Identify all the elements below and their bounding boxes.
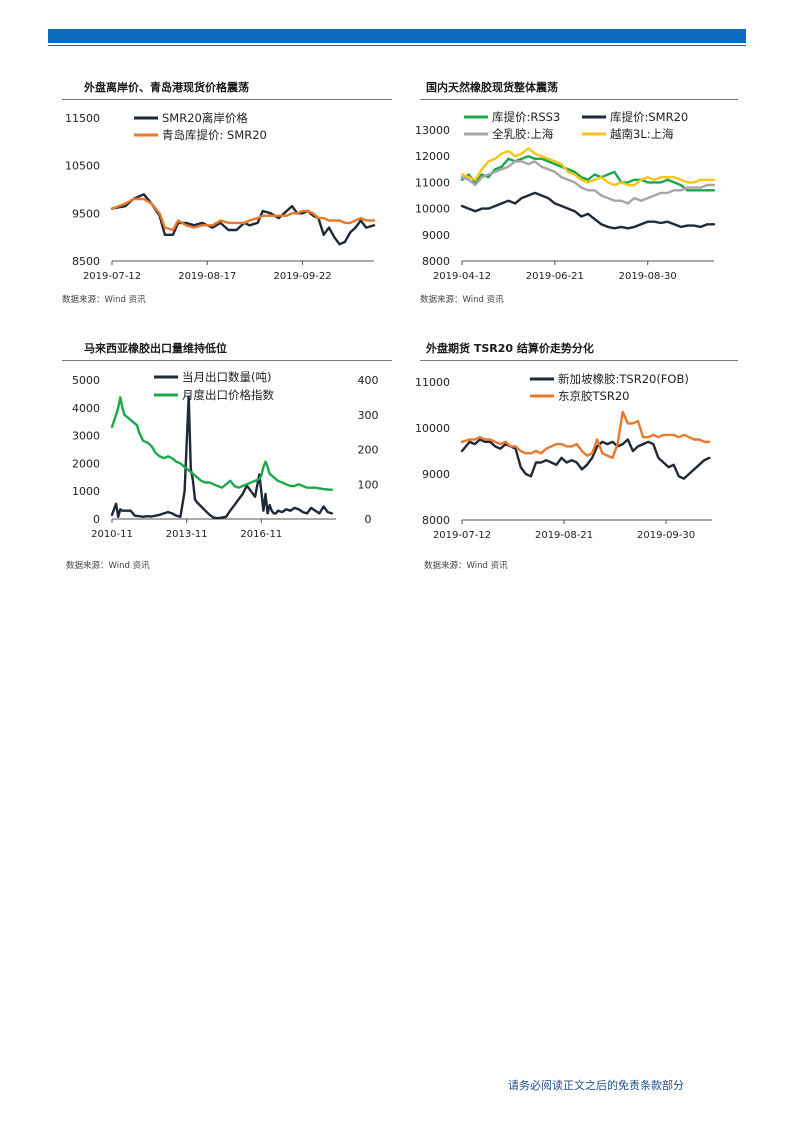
- y2-tick-label: 400: [358, 374, 379, 387]
- y-tick-label: 8000: [422, 514, 450, 527]
- y-tick-label: 10500: [65, 160, 100, 173]
- series-line-1: [460, 191, 716, 230]
- title-rule: [420, 99, 738, 100]
- data-source: 数据来源：Wind 资讯: [420, 295, 504, 305]
- legend-label: 月度出口价格指数: [182, 388, 274, 402]
- y-tick-label: 9500: [72, 207, 100, 220]
- panel-title: 外盘离岸价、青岛港现货价格震荡: [84, 81, 249, 94]
- legend-label: 青岛库提价: SMR20: [162, 128, 267, 142]
- y-tick-label: 8000: [422, 255, 450, 268]
- chart-malaysia-export: 0 1000 2000 3000 4000 5000 0 100 200 300 400 2010-1…: [72, 370, 379, 540]
- x-tick-label: 2019-06-21: [526, 271, 584, 282]
- legend-label: SMR20离岸价格: [162, 111, 248, 125]
- x-tick-label: 2019-08-21: [535, 530, 593, 541]
- chart-tsr20-futures: 8000 9000 10000 11000 2019-07-12 2019-08-21 20…: [415, 372, 712, 541]
- panel-title: 外盘期货 TSR20 结算价走势分化: [426, 342, 594, 355]
- y2-tick-label: 0: [365, 513, 372, 526]
- legend-label: 新加坡橡胶:TSR20(FOB): [558, 372, 689, 386]
- data-source: 数据来源：Wind 资讯: [424, 561, 508, 571]
- series-line-0: [110, 395, 334, 520]
- header-rule: [48, 45, 746, 46]
- legend-label: 全乳胶:上海: [492, 127, 554, 141]
- y-tick-label: 0: [93, 513, 100, 526]
- y-tick-label: 4000: [72, 402, 100, 415]
- title-rule: [62, 99, 392, 100]
- y2-tick-label: 300: [358, 409, 379, 422]
- x-tick-label: 2016-11: [240, 529, 282, 540]
- title-rule: [62, 360, 392, 361]
- legend-label: 越南3L:上海: [610, 127, 674, 141]
- series-line-2: [460, 160, 716, 205]
- y-tick-label: 9000: [422, 229, 450, 242]
- legend-label: 库提价:RSS3: [492, 110, 560, 124]
- y-tick-label: 13000: [415, 124, 450, 137]
- series-line-0: [460, 155, 716, 192]
- panel-title: 国内天然橡胶现货整体震荡: [426, 81, 558, 94]
- data-source: 数据来源：Wind 资讯: [62, 295, 146, 305]
- data-source: 数据来源：Wind 资讯: [66, 561, 150, 571]
- x-tick-label: 2019-09-22: [273, 271, 331, 282]
- title-rule: [420, 360, 738, 361]
- x-tick-label: 2010-11: [91, 529, 133, 540]
- series-line-1: [110, 197, 376, 232]
- x-tick-label: 2019-04-12: [433, 271, 491, 282]
- y-tick-label: 11500: [65, 112, 100, 125]
- y-tick-label: 9000: [422, 468, 450, 481]
- y-tick-label: 3000: [72, 430, 100, 443]
- x-tick-label: 2019-09-30: [637, 530, 695, 541]
- y2-tick-label: 100: [358, 478, 379, 491]
- header-bar: [48, 29, 746, 43]
- series-line-3: [460, 147, 716, 187]
- y-tick-label: 8500: [72, 255, 100, 268]
- chart-domestic-spot: 8000 9000 10000 11000 12000 13000 2019-04-12 20…: [415, 110, 716, 282]
- series-line-1: [460, 410, 711, 460]
- y-tick-label: 12000: [415, 150, 450, 163]
- x-tick-label: 2019-07-12: [433, 530, 491, 541]
- panel-title: 马来西亚橡胶出口量维持低位: [84, 342, 227, 355]
- footer-disclaimer: 请务必阅读正文之后的免责条款部分: [508, 1079, 684, 1092]
- y-tick-label: 5000: [72, 374, 100, 387]
- y-tick-label: 1000: [72, 485, 100, 498]
- y-tick-label: 10000: [415, 203, 450, 216]
- y2-tick-label: 200: [358, 444, 379, 457]
- y-tick-label: 10000: [415, 422, 450, 435]
- y-tick-label: 11000: [415, 176, 450, 189]
- legend-label: 当月出口数量(吨): [182, 370, 271, 384]
- x-tick-label: 2019-08-30: [619, 271, 677, 282]
- legend-label: 库提价:SMR20: [610, 110, 688, 124]
- x-tick-label: 2019-07-12: [83, 271, 141, 282]
- y-tick-label: 2000: [72, 457, 100, 470]
- series-line-1: [110, 396, 334, 492]
- chart-smr20-qingdao: 8500 9500 10500 11500 2019-07-12 2019-08-17 20…: [65, 111, 376, 282]
- x-tick-label: 2013-11: [166, 529, 208, 540]
- series-line-0: [460, 438, 711, 480]
- x-tick-label: 2019-08-17: [178, 271, 236, 282]
- y-tick-label: 11000: [415, 376, 450, 389]
- legend-label: 东京胶TSR20: [558, 389, 629, 403]
